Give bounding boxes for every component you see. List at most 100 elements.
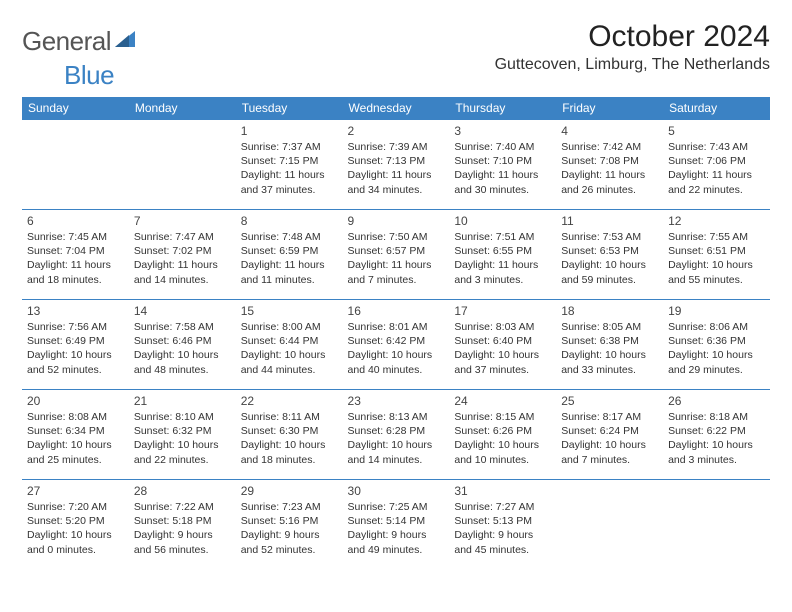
dow-header: Saturday <box>663 97 770 120</box>
day-cell: 18 Sunrise: 8:05 AMSunset: 6:38 PMDayligh… <box>556 300 663 390</box>
day-details: Sunrise: 7:20 AMSunset: 5:20 PMDaylight:… <box>27 500 124 557</box>
day-details: Sunrise: 7:51 AMSunset: 6:55 PMDaylight:… <box>454 230 551 287</box>
day-details: Sunrise: 7:55 AMSunset: 6:51 PMDaylight:… <box>668 230 765 287</box>
day-cell: 1 Sunrise: 7:37 AMSunset: 7:15 PMDaylight… <box>236 120 343 210</box>
day-number: 12 <box>668 214 765 228</box>
day-details: Sunrise: 7:48 AMSunset: 6:59 PMDaylight:… <box>241 230 338 287</box>
week-row: 27 Sunrise: 7:20 AMSunset: 5:20 PMDayligh… <box>22 480 770 570</box>
day-cell: 17 Sunrise: 8:03 AMSunset: 6:40 PMDayligh… <box>449 300 556 390</box>
day-details: Sunrise: 7:22 AMSunset: 5:18 PMDaylight:… <box>134 500 231 557</box>
day-cell: 11Sunrise: 7:53 AMSunset: 6:53 PMDayligh… <box>556 210 663 300</box>
day-number: 1 <box>241 124 338 138</box>
day-cell: 3 Sunrise: 7:40 AMSunset: 7:10 PMDaylight… <box>449 120 556 210</box>
day-details: Sunrise: 7:37 AMSunset: 7:15 PMDaylight:… <box>241 140 338 197</box>
day-number: 13 <box>27 304 124 318</box>
day-number: 15 <box>241 304 338 318</box>
day-details: Sunrise: 7:39 AMSunset: 7:13 PMDaylight:… <box>348 140 445 197</box>
day-number: 2 <box>348 124 445 138</box>
day-number: 6 <box>27 214 124 228</box>
day-number: 25 <box>561 394 658 408</box>
day-cell: 24Sunrise: 8:15 AMSunset: 6:26 PMDayligh… <box>449 390 556 480</box>
day-number: 19 <box>668 304 765 318</box>
day-cell: 27 Sunrise: 7:20 AMSunset: 5:20 PMDayligh… <box>22 480 129 570</box>
day-number: 10 <box>454 214 551 228</box>
day-cell: 31Sunrise: 7:27 AMSunset: 5:13 PMDayligh… <box>449 480 556 570</box>
day-cell: 21Sunrise: 8:10 AMSunset: 6:32 PMDayligh… <box>129 390 236 480</box>
day-cell: 15 Sunrise: 8:00 AMSunset: 6:44 PMDayligh… <box>236 300 343 390</box>
day-of-week-row: SundayMondayTuesdayWednesdayThursdayFrid… <box>22 97 770 120</box>
calendar-table: SundayMondayTuesdayWednesdayThursdayFrid… <box>22 97 770 570</box>
day-cell <box>129 120 236 210</box>
day-cell: 14 Sunrise: 7:58 AMSunset: 6:46 PMDayligh… <box>129 300 236 390</box>
day-cell: 26Sunrise: 8:18 AMSunset: 6:22 PMDayligh… <box>663 390 770 480</box>
day-number: 7 <box>134 214 231 228</box>
day-cell: 22 Sunrise: 8:11 AMSunset: 6:30 PMDayligh… <box>236 390 343 480</box>
day-details: Sunrise: 7:45 AMSunset: 7:04 PMDaylight:… <box>27 230 124 287</box>
day-cell: 7 Sunrise: 7:47 AMSunset: 7:02 PMDaylight… <box>129 210 236 300</box>
day-details: Sunrise: 7:23 AMSunset: 5:16 PMDaylight:… <box>241 500 338 557</box>
day-cell: 30 Sunrise: 7:25 AMSunset: 5:14 PMDayligh… <box>343 480 450 570</box>
week-row: 6 Sunrise: 7:45 AMSunset: 7:04 PMDaylight… <box>22 210 770 300</box>
day-number: 4 <box>561 124 658 138</box>
day-cell: 9Sunrise: 7:50 AMSunset: 6:57 PMDaylight… <box>343 210 450 300</box>
day-cell: 6 Sunrise: 7:45 AMSunset: 7:04 PMDaylight… <box>22 210 129 300</box>
day-number: 26 <box>668 394 765 408</box>
day-cell: 10 Sunrise: 7:51 AMSunset: 6:55 PMDayligh… <box>449 210 556 300</box>
week-row: 1 Sunrise: 7:37 AMSunset: 7:15 PMDaylight… <box>22 120 770 210</box>
day-number: 17 <box>454 304 551 318</box>
logo-word-general: General <box>22 26 111 57</box>
dow-header: Sunday <box>22 97 129 120</box>
day-cell: 12 Sunrise: 7:55 AMSunset: 6:51 PMDayligh… <box>663 210 770 300</box>
day-number: 18 <box>561 304 658 318</box>
day-cell: 2 Sunrise: 7:39 AMSunset: 7:13 PMDaylight… <box>343 120 450 210</box>
day-cell <box>663 480 770 570</box>
day-cell: 29 Sunrise: 7:23 AMSunset: 5:16 PMDayligh… <box>236 480 343 570</box>
logo: General <box>22 20 139 57</box>
day-cell: 23 Sunrise: 8:13 AMSunset: 6:28 PMDayligh… <box>343 390 450 480</box>
dow-header: Monday <box>129 97 236 120</box>
day-details: Sunrise: 8:00 AMSunset: 6:44 PMDaylight:… <box>241 320 338 377</box>
dow-header: Tuesday <box>236 97 343 120</box>
day-cell: 16Sunrise: 8:01 AMSunset: 6:42 PMDayligh… <box>343 300 450 390</box>
day-details: Sunrise: 8:05 AMSunset: 6:38 PMDaylight:… <box>561 320 658 377</box>
day-cell: 20 Sunrise: 8:08 AMSunset: 6:34 PMDayligh… <box>22 390 129 480</box>
day-details: Sunrise: 7:50 AMSunset: 6:57 PMDaylight:… <box>348 230 445 287</box>
day-details: Sunrise: 8:11 AMSunset: 6:30 PMDaylight:… <box>241 410 338 467</box>
month-title: October 2024 <box>495 20 770 54</box>
day-number: 23 <box>348 394 445 408</box>
day-details: Sunrise: 7:53 AMSunset: 6:53 PMDaylight:… <box>561 230 658 287</box>
day-details: Sunrise: 8:03 AMSunset: 6:40 PMDaylight:… <box>454 320 551 377</box>
day-details: Sunrise: 8:08 AMSunset: 6:34 PMDaylight:… <box>27 410 124 467</box>
day-details: Sunrise: 7:58 AMSunset: 6:46 PMDaylight:… <box>134 320 231 377</box>
day-cell: 8Sunrise: 7:48 AMSunset: 6:59 PMDaylight… <box>236 210 343 300</box>
logo-triangle-icon <box>115 31 137 52</box>
dow-header: Friday <box>556 97 663 120</box>
day-number: 21 <box>134 394 231 408</box>
day-details: Sunrise: 7:25 AMSunset: 5:14 PMDaylight:… <box>348 500 445 557</box>
day-details: Sunrise: 7:42 AMSunset: 7:08 PMDaylight:… <box>561 140 658 197</box>
day-number: 29 <box>241 484 338 498</box>
day-number: 27 <box>27 484 124 498</box>
day-cell: 13Sunrise: 7:56 AMSunset: 6:49 PMDayligh… <box>22 300 129 390</box>
logo-word-blue: Blue <box>64 60 114 90</box>
day-details: Sunrise: 7:43 AMSunset: 7:06 PMDaylight:… <box>668 140 765 197</box>
day-number: 22 <box>241 394 338 408</box>
day-details: Sunrise: 8:17 AMSunset: 6:24 PMDaylight:… <box>561 410 658 467</box>
day-number: 20 <box>27 394 124 408</box>
day-number: 3 <box>454 124 551 138</box>
day-number: 31 <box>454 484 551 498</box>
day-details: Sunrise: 7:40 AMSunset: 7:10 PMDaylight:… <box>454 140 551 197</box>
day-cell: 4 Sunrise: 7:42 AMSunset: 7:08 PMDaylight… <box>556 120 663 210</box>
day-number: 30 <box>348 484 445 498</box>
day-details: Sunrise: 8:13 AMSunset: 6:28 PMDaylight:… <box>348 410 445 467</box>
day-number: 28 <box>134 484 231 498</box>
day-details: Sunrise: 8:01 AMSunset: 6:42 PMDaylight:… <box>348 320 445 377</box>
day-cell <box>22 120 129 210</box>
week-row: 13Sunrise: 7:56 AMSunset: 6:49 PMDayligh… <box>22 300 770 390</box>
day-details: Sunrise: 7:47 AMSunset: 7:02 PMDaylight:… <box>134 230 231 287</box>
day-cell <box>556 480 663 570</box>
day-number: 14 <box>134 304 231 318</box>
day-cell: 28 Sunrise: 7:22 AMSunset: 5:18 PMDayligh… <box>129 480 236 570</box>
day-details: Sunrise: 8:15 AMSunset: 6:26 PMDaylight:… <box>454 410 551 467</box>
calendar-body: 1 Sunrise: 7:37 AMSunset: 7:15 PMDaylight… <box>22 120 770 570</box>
